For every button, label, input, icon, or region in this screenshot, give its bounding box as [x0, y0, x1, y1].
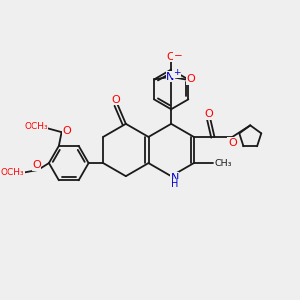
Text: −: −: [174, 50, 183, 61]
Text: OCH₃: OCH₃: [1, 168, 24, 177]
Text: O: O: [187, 74, 196, 85]
Text: O: O: [62, 126, 71, 136]
Text: N: N: [166, 72, 175, 82]
Text: O: O: [166, 52, 175, 61]
Text: O: O: [205, 109, 213, 119]
Text: OCH₃: OCH₃: [24, 122, 48, 131]
Text: O: O: [112, 94, 121, 105]
Text: N: N: [171, 172, 179, 182]
Text: O: O: [228, 138, 237, 148]
Text: CH₃: CH₃: [215, 159, 232, 168]
Text: H: H: [171, 179, 178, 189]
Text: +: +: [173, 68, 180, 77]
Text: O: O: [32, 160, 41, 170]
